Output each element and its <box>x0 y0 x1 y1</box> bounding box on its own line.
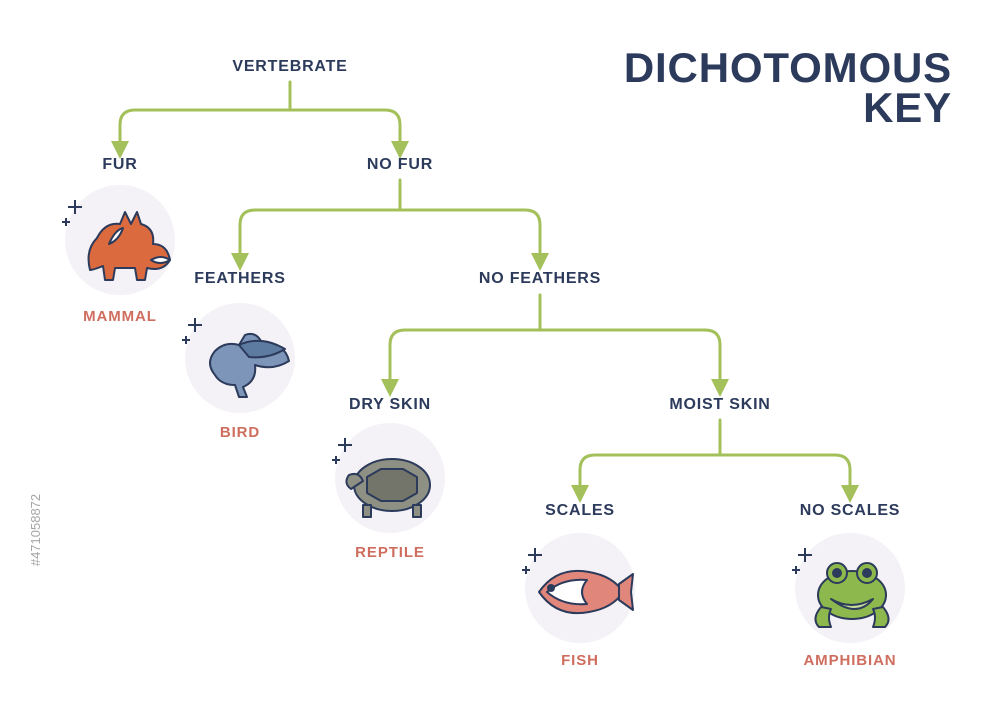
node-moistskin: MOIST SKIN <box>669 396 770 414</box>
bird-icon <box>195 315 295 405</box>
turtle-icon <box>337 437 447 527</box>
fox-icon <box>75 200 175 290</box>
frog-icon <box>797 545 907 635</box>
page-title: DICHOTOMOUS KEY <box>624 48 952 128</box>
leaf-amphibian: AMPHIBIAN <box>803 652 896 669</box>
node-scales: SCALES <box>545 502 615 520</box>
fish-icon <box>527 552 637 632</box>
node-noscales: NO SCALES <box>800 502 901 520</box>
node-fur: FUR <box>102 156 137 174</box>
node-feathers: FEATHERS <box>194 270 285 288</box>
node-vertebrate: VERTEBRATE <box>232 58 347 76</box>
leaf-mammal: MAMMAL <box>83 308 157 325</box>
sparkle-icon <box>62 218 70 226</box>
leaf-fish: FISH <box>561 652 599 669</box>
title-line1: DICHOTOMOUS <box>624 48 952 88</box>
node-dryskin: DRY SKIN <box>349 396 431 414</box>
diagram-canvas: DICHOTOMOUS KEY <box>0 0 1000 720</box>
sparkle-icon <box>182 336 190 344</box>
leaf-reptile: REPTILE <box>355 544 425 561</box>
node-nofur: NO FUR <box>367 156 433 174</box>
watermark: #471058872 <box>28 494 43 566</box>
node-nofeathers: NO FEATHERS <box>479 270 601 288</box>
leaf-bird: BIRD <box>220 424 260 441</box>
title-line2: KEY <box>624 88 952 128</box>
